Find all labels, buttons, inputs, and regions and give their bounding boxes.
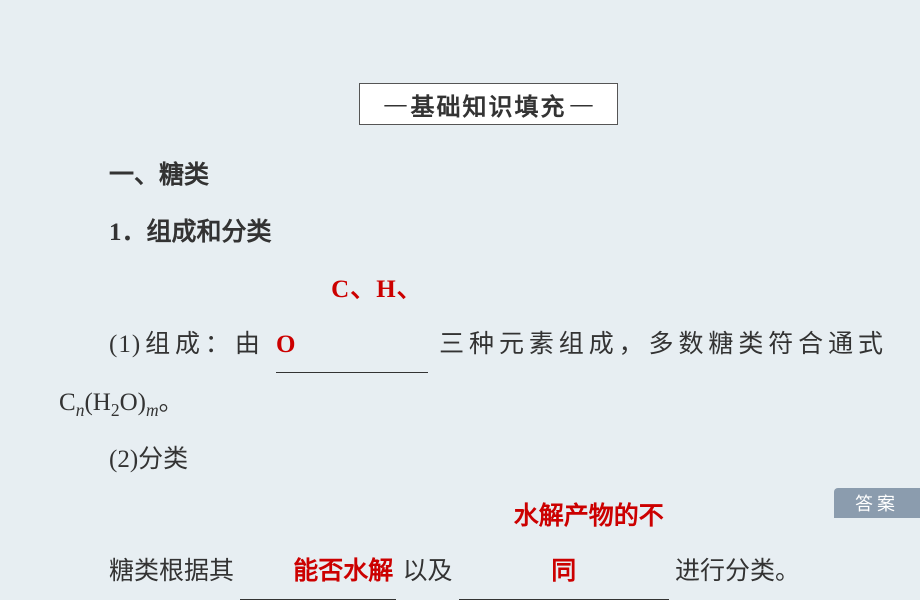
answer-button[interactable]: 答案	[834, 488, 920, 518]
answer-1: C、H、O	[276, 276, 423, 358]
p3-text1: 糖类根据其	[109, 558, 234, 585]
header-dash-right: —	[571, 91, 593, 117]
subsection-title: 1．组成和分类	[59, 205, 884, 260]
answer-2: 能否水解	[293, 558, 393, 585]
header-title: 基础知识填充	[411, 87, 567, 122]
header-dash-left: —	[385, 91, 407, 117]
header-box: — 基础知识填充 —	[359, 83, 618, 125]
formula-period: 。	[159, 389, 184, 416]
p3-text3: 进行分类。	[675, 558, 800, 585]
paragraph-1b: Cn(H2O)m。	[59, 375, 884, 430]
blank-2: 能否水解	[240, 544, 396, 600]
formula: Cn(H2O)m	[59, 389, 159, 416]
answer-3: 水解产物的不同	[514, 503, 664, 585]
content-area: 一、糖类 1．组成和分类 (1)组成：由 C、H、O 三种元素组成，多数糖类符合…	[59, 148, 884, 600]
blank-1: C、H、O	[276, 262, 428, 373]
section-title: 一、糖类	[59, 148, 884, 203]
blank-3: 水解产物的不同	[459, 489, 669, 600]
p1-text2: 三种元素组成，多数糖类符合通式	[439, 331, 884, 358]
p3-text2: 以及	[403, 558, 453, 585]
paragraph-1: (1)组成：由 C、H、O 三种元素组成，多数糖类符合通式	[59, 262, 884, 373]
paragraph-2: (2)分类	[59, 432, 884, 487]
paragraph-3: 糖类根据其 能否水解 以及 水解产物的不同 进行分类。	[59, 489, 884, 600]
p1-text1: (1)组成：由	[109, 331, 265, 358]
